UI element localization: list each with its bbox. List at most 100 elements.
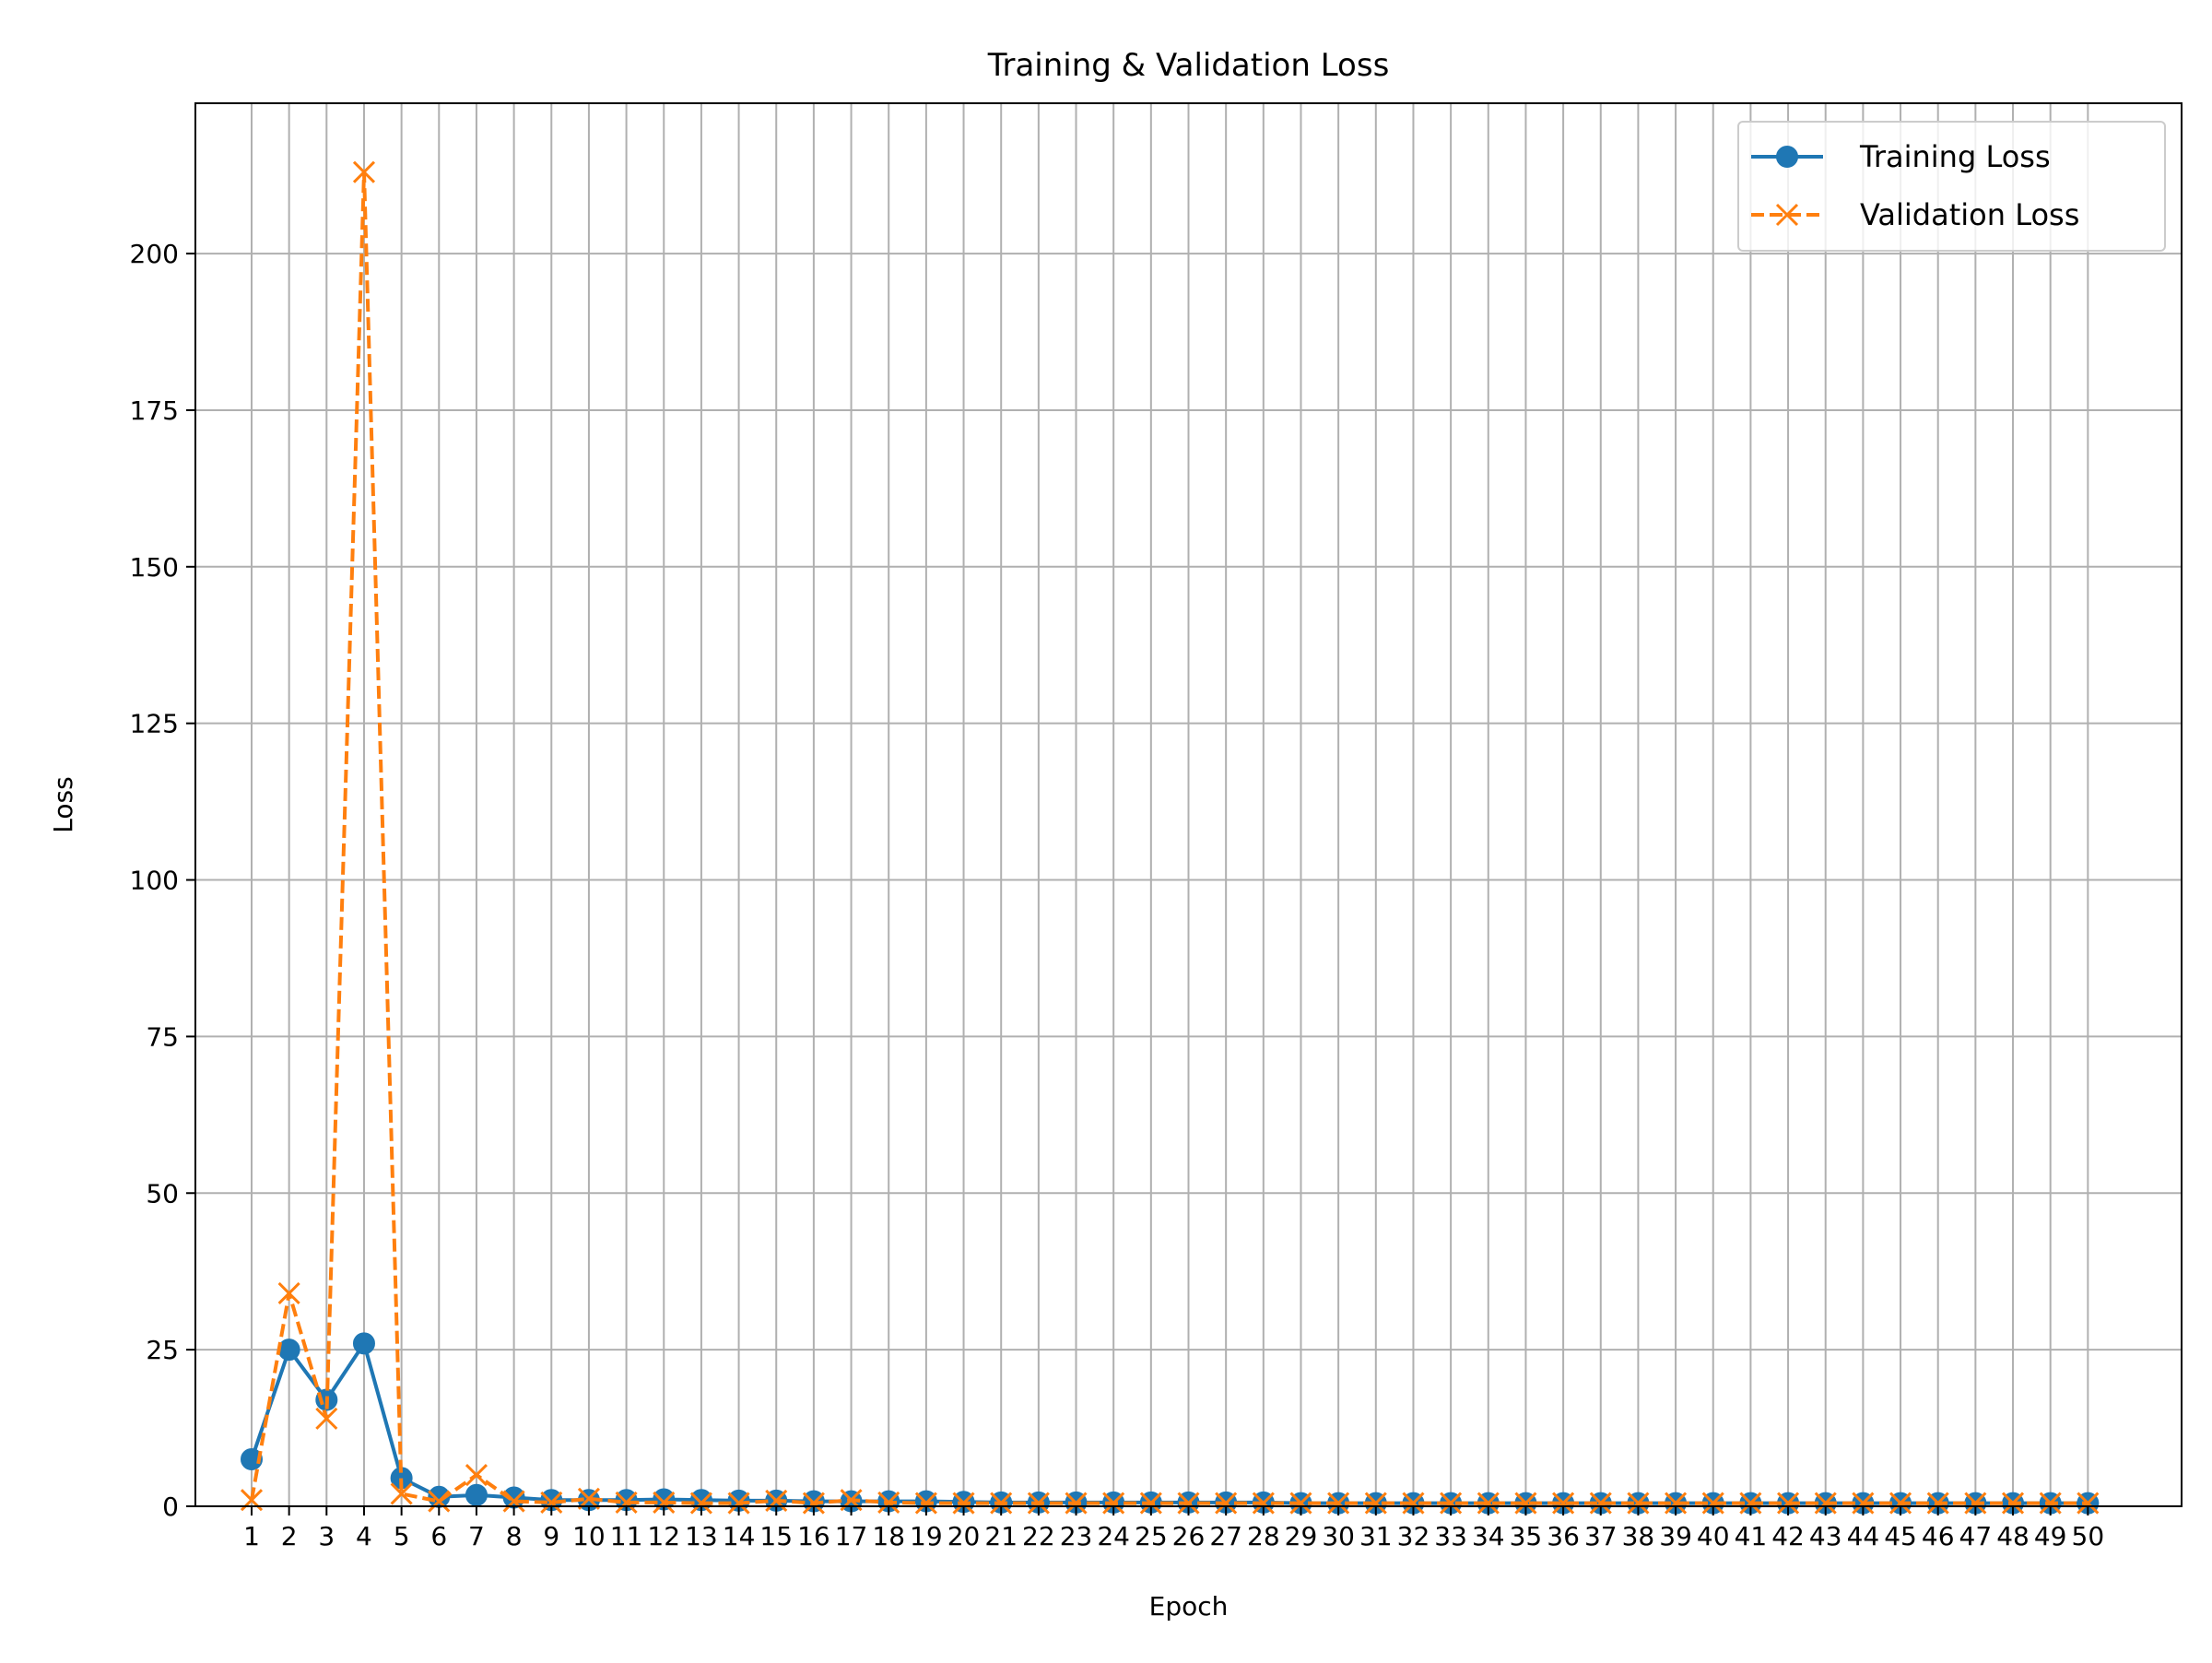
validation-loss-point (1215, 1492, 1238, 1515)
legend-label: Training Loss (1859, 139, 2051, 174)
validation-loss-point (1440, 1492, 1463, 1515)
x-tick-label: 48 (1996, 1521, 2030, 1551)
x-tick-label: 7 (468, 1521, 485, 1551)
x-tick-label: 17 (835, 1521, 868, 1551)
x-tick-label: 13 (685, 1521, 718, 1551)
validation-loss-point (502, 1490, 525, 1513)
x-tick-label: 33 (1434, 1521, 1467, 1551)
x-tick-label: 22 (1022, 1521, 1055, 1551)
training-loss-point (240, 1448, 263, 1471)
legend-box (1737, 121, 2166, 252)
y-tick-label: 0 (162, 1492, 179, 1522)
validation-loss-point (1514, 1492, 1537, 1515)
validation-loss-point (1627, 1492, 1650, 1515)
chart-title: Training & Validation Loss (987, 47, 1390, 84)
validation-loss-point (1289, 1492, 1312, 1515)
x-tick-label: 38 (1622, 1521, 1655, 1551)
y-tick-label: 75 (146, 1021, 179, 1052)
validation-loss-line (250, 170, 2088, 1505)
x-tick-label: 30 (1322, 1521, 1355, 1551)
validation-loss-point (1775, 203, 1799, 227)
x-tick-label: 20 (947, 1521, 981, 1551)
validation-loss-point (765, 1489, 788, 1512)
x-tick-label: 24 (1097, 1521, 1130, 1551)
validation-loss-series (240, 160, 2100, 1515)
x-tick-label: 15 (759, 1521, 793, 1551)
validation-loss-point (877, 1491, 900, 1514)
x-tick-label: 9 (543, 1521, 559, 1551)
y-tick-label: 100 (130, 866, 179, 896)
y-axis-label: Loss (48, 776, 78, 832)
x-tick-label: 50 (2072, 1521, 2105, 1551)
validation-loss-point (2001, 1492, 2025, 1515)
validation-loss-point (1252, 1492, 1275, 1515)
y-tick-label: 50 (146, 1178, 179, 1209)
x-tick-label: 16 (797, 1521, 830, 1551)
validation-loss-point (1665, 1492, 1688, 1515)
validation-loss-point (1926, 1492, 1949, 1515)
validation-loss-point (1177, 1492, 1200, 1515)
x-tick-label: 47 (1959, 1521, 1993, 1551)
training-loss-point (1776, 146, 1798, 168)
validation-loss-point (277, 1281, 300, 1305)
legend-item-training-loss: Training Loss (1751, 139, 2051, 174)
validation-loss-point (689, 1492, 712, 1515)
x-tick-label: 39 (1659, 1521, 1692, 1551)
legend-label: Validation Loss (1860, 197, 2079, 232)
validation-loss-point (2077, 1492, 2100, 1515)
validation-loss-point (1065, 1492, 1088, 1515)
validation-loss-point (914, 1492, 937, 1515)
validation-loss-point (1402, 1492, 1425, 1515)
training-loss-point (352, 1332, 375, 1355)
legend-item-validation-loss: Validation Loss (1751, 197, 2079, 232)
validation-loss-point (1477, 1492, 1500, 1515)
validation-loss-point (952, 1492, 975, 1515)
validation-loss-point (1589, 1492, 1612, 1515)
validation-loss-point (352, 160, 376, 183)
x-tick-label: 3 (318, 1521, 335, 1551)
validation-loss-point (1964, 1492, 1987, 1515)
validation-loss-point (1327, 1492, 1350, 1515)
x-tick-label: 44 (1847, 1521, 1880, 1551)
x-tick-label: 31 (1359, 1521, 1393, 1551)
x-tick-label: 23 (1060, 1521, 1093, 1551)
x-tick-label: 42 (1771, 1521, 1805, 1551)
x-tick-label: 18 (872, 1521, 905, 1551)
x-tick-label: 46 (1922, 1521, 1955, 1551)
validation-loss-point (653, 1491, 676, 1514)
validation-loss-point (1852, 1492, 1875, 1515)
x-tick-label: 4 (356, 1521, 372, 1551)
x-tick-label: 36 (1547, 1521, 1580, 1551)
x-axis-ticks: 1 2 3 4 5 6 7 8 9 10 11 12 13 14 15 16 17 18 19 20 21 22 23 24 2… (243, 1506, 2104, 1551)
grid-lines (195, 103, 2182, 1507)
y-axis-ticks: 0 25 50 75 100 125 150 175 200 (130, 239, 195, 1522)
y-tick-label: 150 (130, 552, 179, 583)
validation-loss-point (315, 1407, 338, 1430)
validation-loss-point (2039, 1492, 2062, 1515)
legend: Training Loss Validation Loss (1737, 121, 2166, 252)
x-tick-label: 14 (723, 1521, 756, 1551)
training-loss-point (465, 1483, 488, 1506)
x-tick-label: 11 (610, 1521, 643, 1551)
x-axis-label: Epoch (1149, 1591, 1229, 1622)
validation-loss-point (1777, 1492, 1800, 1515)
validation-loss-point (1139, 1492, 1162, 1515)
x-tick-label: 19 (910, 1521, 943, 1551)
x-tick-label: 6 (430, 1521, 447, 1551)
y-tick-label: 200 (130, 239, 179, 269)
validation-loss-point (1102, 1492, 1125, 1515)
x-tick-label: 41 (1735, 1521, 1768, 1551)
validation-loss-point (727, 1492, 750, 1515)
x-tick-label: 40 (1697, 1521, 1730, 1551)
x-tick-label: 25 (1135, 1521, 1168, 1551)
validation-loss-point (990, 1492, 1013, 1515)
x-tick-label: 43 (1809, 1521, 1842, 1551)
x-tick-label: 27 (1209, 1521, 1242, 1551)
x-tick-label: 10 (572, 1521, 606, 1551)
x-tick-label: 32 (1397, 1521, 1430, 1551)
y-tick-label: 25 (146, 1335, 179, 1365)
x-tick-label: 8 (506, 1521, 523, 1551)
validation-loss-point (1888, 1492, 1912, 1515)
x-tick-label: 5 (394, 1521, 410, 1551)
